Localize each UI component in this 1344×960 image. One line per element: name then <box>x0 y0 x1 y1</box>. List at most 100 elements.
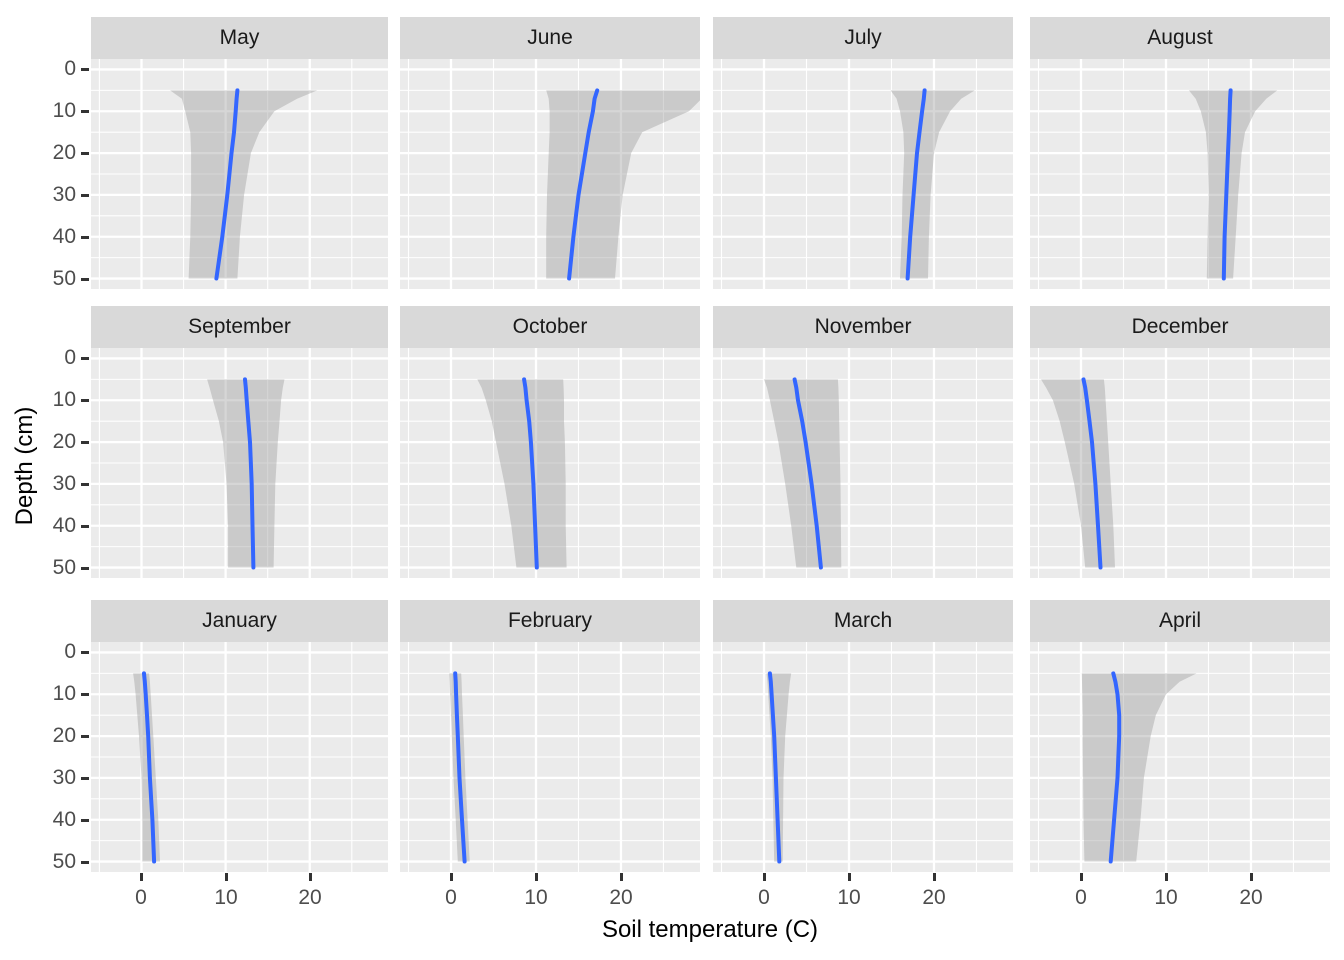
y-tick-mark <box>81 651 89 654</box>
x-tick-label: 10 <box>837 886 861 909</box>
x-tick-mark <box>763 873 766 881</box>
y-tick-label: 50 <box>52 556 76 579</box>
y-tick-mark <box>81 777 89 780</box>
facet-september: September <box>91 306 388 578</box>
facet-august: August <box>1030 17 1330 289</box>
x-tick-mark <box>848 873 851 881</box>
y-tick-label: 40 <box>52 225 76 248</box>
x-axis-title: Soil temperature (C) <box>601 916 819 943</box>
y-tick-label: 20 <box>52 141 76 164</box>
confidence-ribbon <box>170 90 318 279</box>
y-tick-mark <box>81 357 89 360</box>
facet-strip: January <box>91 600 388 642</box>
x-tick-label: 20 <box>609 886 633 909</box>
facet-strip: July <box>713 17 1013 59</box>
confidence-ribbon <box>207 379 285 568</box>
confidence-ribbon <box>546 90 700 279</box>
y-tick-label: 10 <box>52 388 76 411</box>
facet-strip-label: January <box>202 609 277 632</box>
facet-october: October <box>400 306 700 578</box>
facet-panel <box>400 642 700 872</box>
mean-temperature-line <box>792 377 823 570</box>
y-tick-mark <box>81 735 89 738</box>
x-tick-label: 0 <box>445 886 457 909</box>
y-tick-label: 30 <box>52 183 76 206</box>
facet-strip-label: October <box>512 315 588 338</box>
x-tick-mark <box>1080 873 1083 881</box>
y-tick-mark <box>81 152 89 155</box>
y-tick-label: 50 <box>52 267 76 290</box>
facet-panel <box>713 59 1013 289</box>
confidence-ribbon <box>1081 673 1197 862</box>
facet-panel <box>400 59 700 289</box>
mean-temperature-line <box>243 377 256 570</box>
mean-temperature-line <box>453 671 467 864</box>
facet-december: December <box>1030 306 1330 578</box>
facet-strip: May <box>91 17 388 59</box>
facet-strip: April <box>1030 600 1330 642</box>
y-tick-mark <box>81 399 89 402</box>
x-tick-mark <box>620 873 623 881</box>
mean-temperature-line <box>905 88 927 281</box>
y-tick-mark <box>81 819 89 822</box>
x-tick-mark <box>450 873 453 881</box>
x-tick-label: 20 <box>922 886 946 909</box>
x-tick-mark <box>933 873 936 881</box>
y-tick-mark <box>81 68 89 71</box>
x-tick-label: 10 <box>524 886 548 909</box>
y-tick-mark <box>81 483 89 486</box>
facet-strip-label: April <box>1158 609 1201 632</box>
confidence-ribbon <box>477 379 567 568</box>
y-tick-label: 30 <box>52 766 76 789</box>
facet-strip-label: December <box>1131 315 1229 338</box>
x-tick-mark <box>1250 873 1253 881</box>
x-tick-label: 0 <box>758 886 770 909</box>
x-tick-mark <box>140 873 143 881</box>
facet-panel <box>91 642 388 872</box>
y-tick-label: 10 <box>52 682 76 705</box>
facet-panel <box>91 348 388 578</box>
facet-strip-label: March <box>833 609 893 632</box>
y-tick-mark <box>81 278 89 281</box>
y-tick-mark <box>81 861 89 864</box>
y-tick-mark <box>81 525 89 528</box>
facet-panel <box>713 642 1013 872</box>
x-tick-label: 0 <box>135 886 147 909</box>
facet-april: April <box>1030 600 1330 872</box>
facet-strip: June <box>400 17 700 59</box>
y-tick-label: 10 <box>52 99 76 122</box>
x-tick-label: 10 <box>1154 886 1178 909</box>
x-tick-mark <box>225 873 228 881</box>
facet-panel <box>91 59 388 289</box>
x-tick-mark <box>535 873 538 881</box>
y-tick-label: 50 <box>52 850 76 873</box>
facet-strip-label: July <box>844 26 882 49</box>
facet-strip: March <box>713 600 1013 642</box>
facet-panel <box>1030 642 1330 872</box>
y-tick-mark <box>81 441 89 444</box>
y-tick-mark <box>81 110 89 113</box>
facet-march: March <box>713 600 1013 872</box>
y-tick-label: 40 <box>52 514 76 537</box>
facet-february: February <box>400 600 700 872</box>
facet-panel <box>1030 59 1330 289</box>
facet-strip: October <box>400 306 700 348</box>
mean-temperature-line <box>522 377 539 570</box>
facet-strip-label: February <box>507 609 593 632</box>
y-tick-label: 20 <box>52 724 76 747</box>
facet-strip-label: August <box>1147 26 1213 49</box>
x-tick-mark <box>309 873 312 881</box>
mean-temperature-line <box>1221 88 1233 281</box>
mean-temperature-line <box>567 88 600 281</box>
y-tick-mark <box>81 693 89 696</box>
y-tick-label: 0 <box>64 57 76 80</box>
mean-temperature-line <box>214 88 240 281</box>
y-tick-mark <box>81 194 89 197</box>
facet-strip: February <box>400 600 700 642</box>
x-tick-label: 0 <box>1075 886 1087 909</box>
mean-temperature-line <box>767 671 782 864</box>
mean-temperature-line <box>142 671 157 864</box>
mean-temperature-line <box>1081 377 1103 570</box>
facet-strip-label: November <box>814 315 912 338</box>
